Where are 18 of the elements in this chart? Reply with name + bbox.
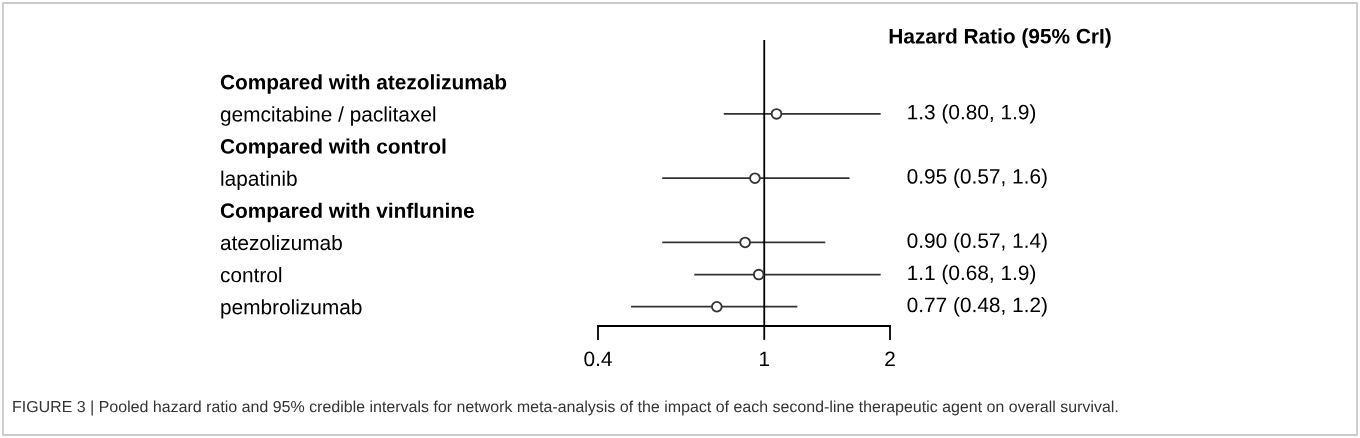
y-tick-label: Compared with vinflunine	[220, 202, 474, 223]
text: 0.95 (0.57, 1.6)	[907, 168, 1047, 188]
y-tick-label: Compared with control	[220, 138, 446, 158]
text: 1.1 (0.68, 1.9)	[908, 264, 1036, 285]
text: 1.3 (0.80, 1.9)	[908, 104, 1036, 124]
y-tick-label: lapatinib	[221, 170, 297, 191]
y-tick-label: control	[220, 267, 282, 283]
text: 0.77 (0.48, 1.2)	[907, 297, 1047, 317]
text: 0.90 (0.57, 1.4)	[907, 232, 1047, 253]
x-tick-label: 0.4	[584, 351, 612, 367]
annotation: Hazard Ratio (95% CrI)	[889, 28, 1111, 48]
caption: FIGURE 3 | Pooled hazard ratio and 95% credible intervals for network meta-analysis of the impact of each second-line therapeutic agent on overall survival.	[13, 400, 1118, 416]
y-tick-label: gemcitabine / paclitaxel	[220, 106, 436, 126]
x-tick-label: 1	[760, 351, 770, 367]
x-tick-label: 2	[885, 351, 895, 367]
y-tick-label: atezolizumab	[220, 234, 342, 251]
y-tick-label: pembrolizumab	[221, 299, 362, 319]
y-tick-label: Compared with atezolizumab	[220, 74, 507, 94]
